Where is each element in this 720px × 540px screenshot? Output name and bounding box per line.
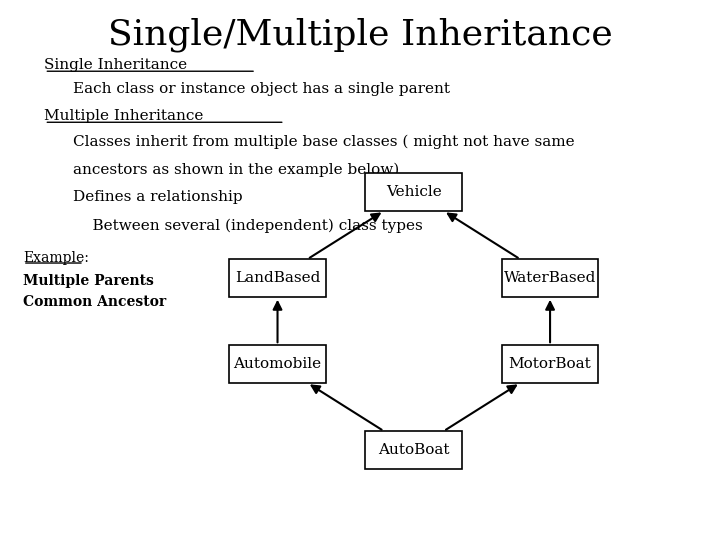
Text: Common Ancestor: Common Ancestor: [23, 295, 166, 309]
FancyBboxPatch shape: [229, 259, 326, 297]
FancyBboxPatch shape: [229, 345, 326, 383]
FancyBboxPatch shape: [502, 345, 598, 383]
Text: Multiple Inheritance: Multiple Inheritance: [45, 109, 204, 123]
Text: Single/Multiple Inheritance: Single/Multiple Inheritance: [107, 17, 613, 52]
FancyBboxPatch shape: [365, 431, 462, 469]
Text: Example:: Example:: [23, 251, 89, 265]
Text: LandBased: LandBased: [235, 271, 320, 285]
Text: MotorBoat: MotorBoat: [509, 357, 591, 371]
Text: Between several (independent) class types: Between several (independent) class type…: [73, 218, 423, 233]
Text: Multiple Parents: Multiple Parents: [23, 274, 154, 288]
Text: Classes inherit from multiple base classes ( might not have same: Classes inherit from multiple base class…: [73, 134, 575, 149]
Text: Defines a relationship: Defines a relationship: [73, 191, 243, 205]
Text: Automobile: Automobile: [233, 357, 322, 371]
FancyBboxPatch shape: [365, 173, 462, 211]
FancyBboxPatch shape: [502, 259, 598, 297]
Text: ancestors as shown in the example below): ancestors as shown in the example below): [73, 163, 400, 177]
Text: Single Inheritance: Single Inheritance: [45, 58, 187, 72]
Text: Each class or instance object has a single parent: Each class or instance object has a sing…: [73, 82, 450, 96]
Text: Vehicle: Vehicle: [386, 185, 441, 199]
Text: WaterBased: WaterBased: [504, 271, 596, 285]
Text: AutoBoat: AutoBoat: [378, 443, 449, 457]
